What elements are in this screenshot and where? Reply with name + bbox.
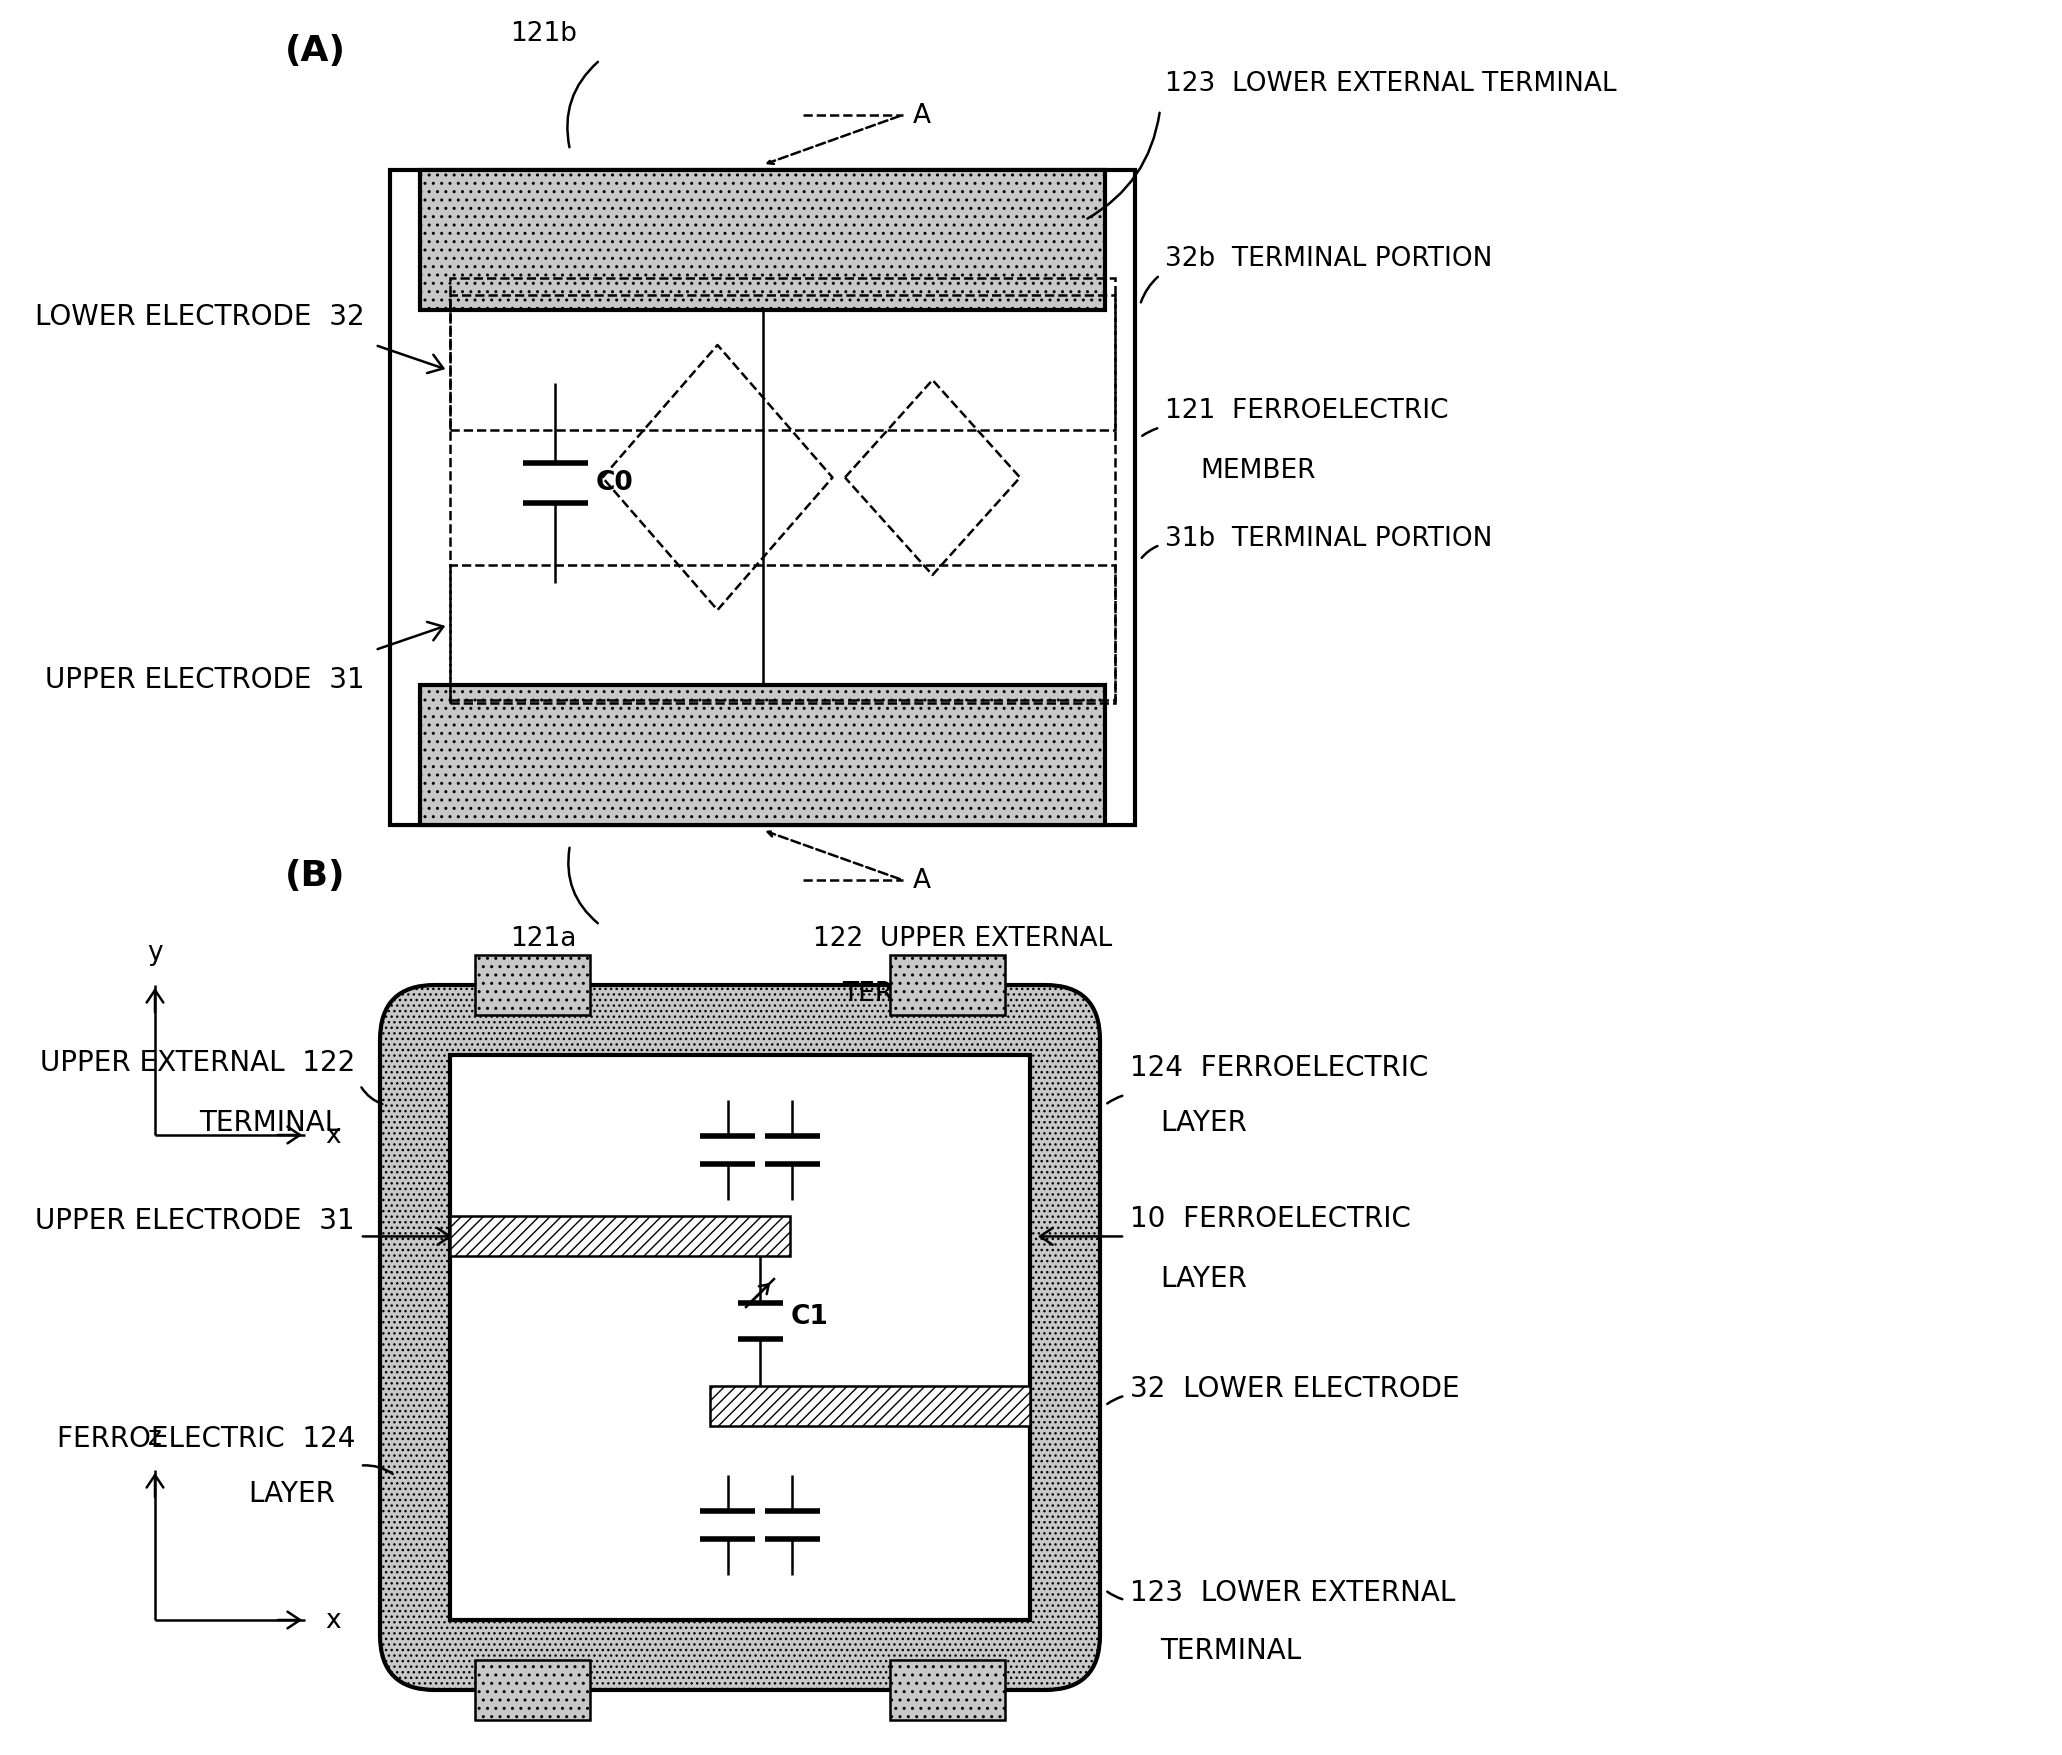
Text: x: x — [326, 1123, 340, 1148]
Text: 121  FERROELECTRIC: 121 FERROELECTRIC — [1165, 398, 1448, 425]
Text: LAYER: LAYER — [1161, 1265, 1248, 1293]
Text: z: z — [148, 1425, 163, 1450]
Text: 122  UPPER EXTERNAL: 122 UPPER EXTERNAL — [812, 925, 1111, 951]
Text: 121a: 121a — [509, 925, 577, 951]
Text: y: y — [146, 939, 163, 965]
Bar — [891, 1660, 1004, 1720]
Text: C0: C0 — [596, 470, 633, 497]
Text: 121b: 121b — [509, 21, 577, 47]
Bar — [709, 1386, 1031, 1425]
Text: (B): (B) — [285, 858, 346, 893]
Text: FERROELECTRIC  124: FERROELECTRIC 124 — [56, 1423, 355, 1451]
Text: LOWER ELECTRODE  32: LOWER ELECTRODE 32 — [35, 304, 365, 330]
Text: 123  LOWER EXTERNAL: 123 LOWER EXTERNAL — [1130, 1578, 1456, 1606]
Text: 124  FERROELECTRIC: 124 FERROELECTRIC — [1130, 1053, 1429, 1081]
Bar — [390, 170, 1134, 825]
Bar — [450, 297, 1116, 430]
Text: x: x — [326, 1608, 340, 1634]
Bar — [450, 1216, 790, 1257]
Text: A: A — [913, 104, 930, 128]
Text: 123  LOWER EXTERNAL TERMINAL: 123 LOWER EXTERNAL TERMINAL — [1165, 70, 1617, 97]
Text: LAYER: LAYER — [247, 1479, 334, 1508]
Text: 32b  TERMINAL PORTION: 32b TERMINAL PORTION — [1165, 246, 1493, 272]
Text: C1: C1 — [790, 1304, 829, 1329]
Bar — [474, 1660, 590, 1720]
Text: A: A — [913, 867, 930, 893]
Text: UPPER ELECTRODE  31: UPPER ELECTRODE 31 — [35, 1207, 355, 1236]
FancyBboxPatch shape — [379, 986, 1099, 1690]
Bar — [891, 955, 1004, 1016]
Text: TERMINAL: TERMINAL — [843, 981, 977, 1006]
Text: UPPER ELECTRODE  31: UPPER ELECTRODE 31 — [45, 665, 365, 693]
Text: UPPER EXTERNAL  122: UPPER EXTERNAL 122 — [39, 1048, 355, 1076]
Text: LAYER: LAYER — [1161, 1109, 1248, 1135]
Text: 31b  TERMINAL PORTION: 31b TERMINAL PORTION — [1165, 526, 1493, 551]
Text: 32  LOWER ELECTRODE: 32 LOWER ELECTRODE — [1130, 1374, 1460, 1402]
Bar — [450, 565, 1116, 700]
Text: MEMBER: MEMBER — [1200, 458, 1316, 484]
Bar — [421, 170, 1105, 311]
Text: TERMINAL: TERMINAL — [198, 1109, 340, 1135]
Text: TERMINAL: TERMINAL — [1161, 1636, 1301, 1664]
Text: (A): (A) — [285, 33, 346, 68]
Bar — [450, 1055, 1031, 1620]
Bar — [474, 955, 590, 1016]
Bar — [421, 686, 1105, 825]
Bar — [450, 279, 1116, 704]
Text: 10  FERROELECTRIC: 10 FERROELECTRIC — [1130, 1204, 1410, 1232]
